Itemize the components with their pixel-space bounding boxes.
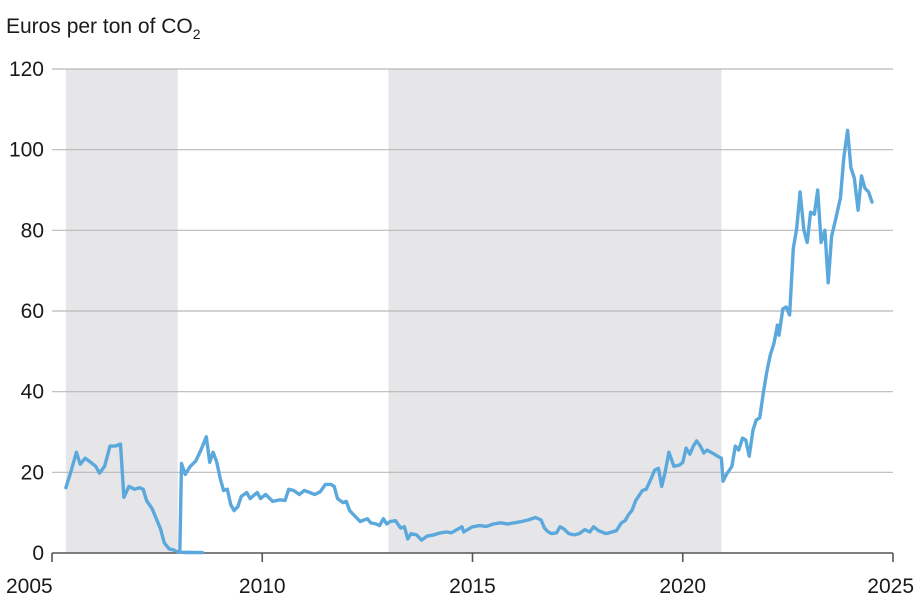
y-tick-label-20: 20 bbox=[21, 461, 44, 484]
x-tick-label-2005: 2005 bbox=[6, 575, 53, 598]
y-axis-title: Euros per ton of CO2 bbox=[6, 15, 201, 42]
y-axis-title-subscript: 2 bbox=[193, 26, 201, 42]
x-tick-label-2015: 2015 bbox=[449, 575, 496, 598]
gridlines bbox=[52, 68, 893, 473]
y-axis-ticks: 0 20 40 60 80 100 120 bbox=[9, 58, 44, 565]
x-axis: 2005 2010 2015 2020 2025 bbox=[6, 552, 914, 598]
y-tick-label-40: 40 bbox=[21, 381, 44, 404]
series-line-1 bbox=[64, 128, 874, 555]
y-tick-label-120: 120 bbox=[9, 58, 44, 81]
x-tick-label-2020: 2020 bbox=[659, 575, 706, 598]
y-tick-label-0: 0 bbox=[32, 542, 44, 565]
x-tick-label-2010: 2010 bbox=[239, 575, 286, 598]
y-tick-label-100: 100 bbox=[9, 139, 44, 162]
series-group bbox=[64, 128, 874, 555]
y-axis-title-main: Euros per ton of CO bbox=[6, 15, 193, 38]
y-tick-label-60: 60 bbox=[21, 300, 44, 323]
y-tick-label-80: 80 bbox=[21, 219, 44, 242]
x-tick-label-2025: 2025 bbox=[867, 575, 914, 598]
